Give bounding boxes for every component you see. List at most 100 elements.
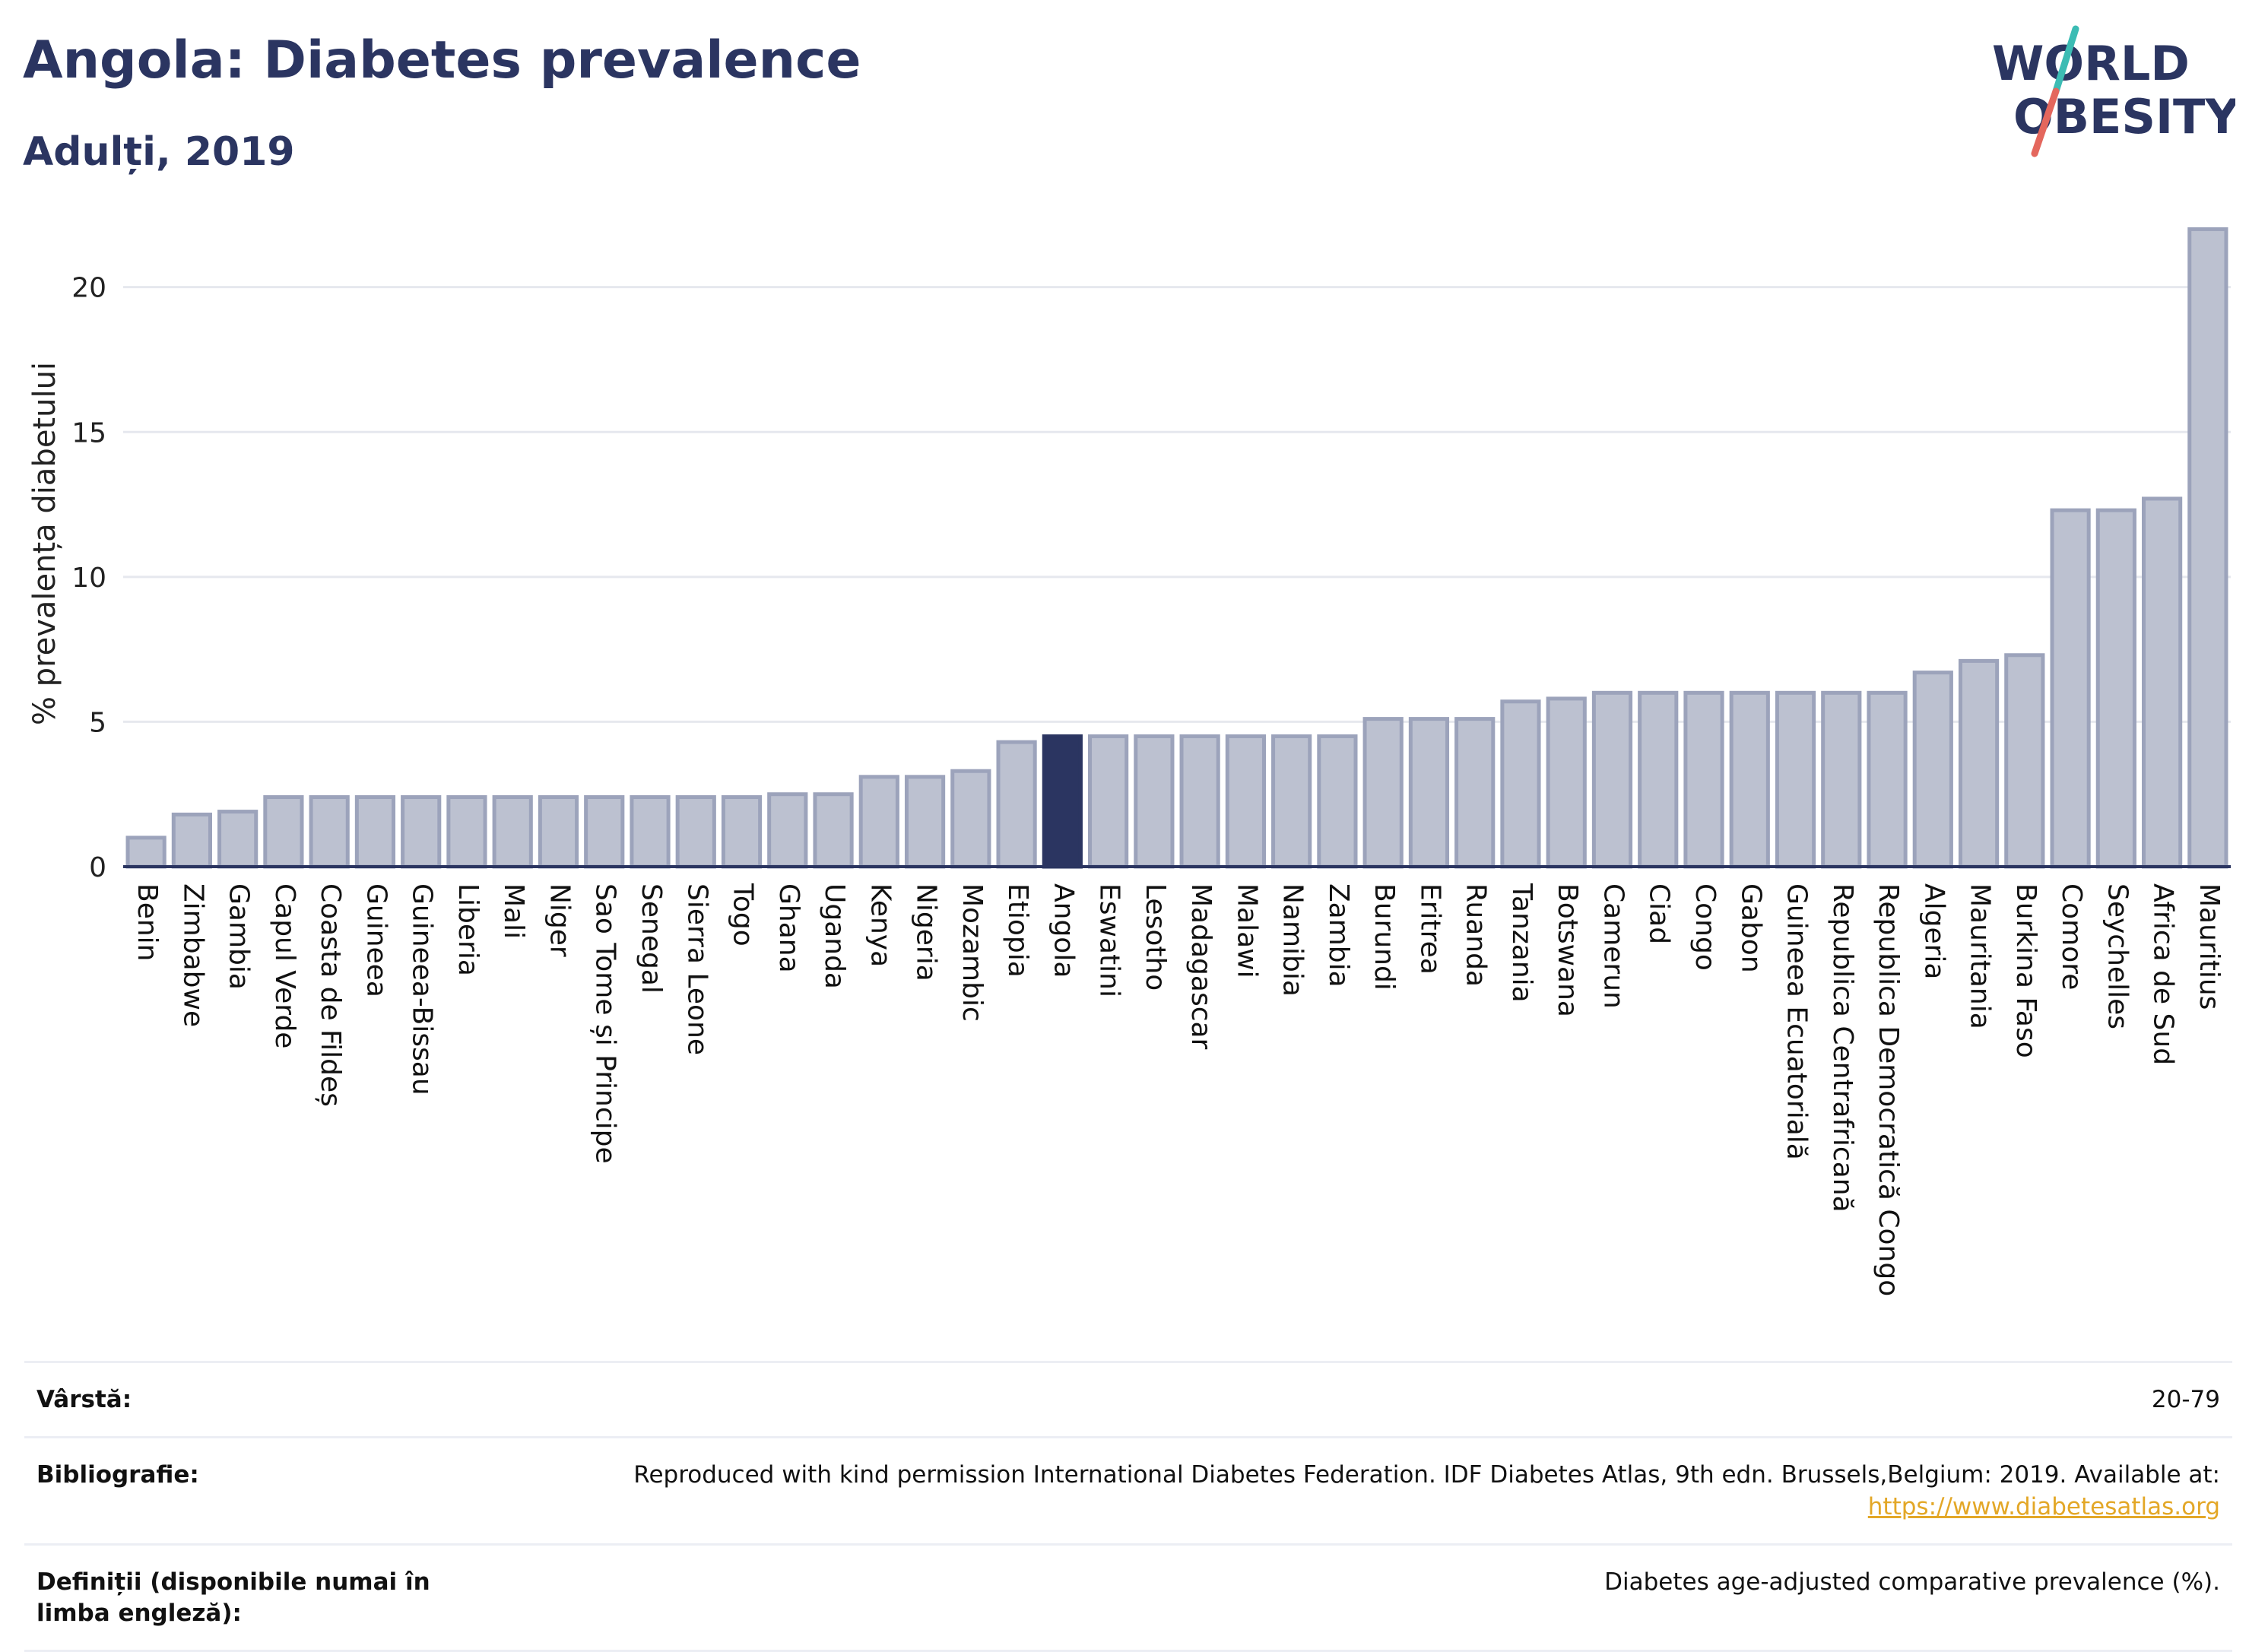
x-tick-label: Eritrea — [1414, 883, 1445, 975]
page-title: Angola: Diabetes prevalence — [23, 30, 861, 90]
bar — [217, 810, 259, 869]
info-row: Vârstă: 20-79 — [24, 1361, 2232, 1436]
bar — [1867, 690, 1908, 869]
info-label: Vârstă: — [36, 1386, 132, 1413]
bar — [1271, 734, 1312, 869]
x-tick-label: Namibia — [1277, 883, 1308, 997]
x-tick-label: Republica Democratică Congo — [1873, 883, 1904, 1296]
bar — [584, 795, 625, 869]
bar — [1454, 717, 1496, 869]
bar — [2050, 508, 2091, 869]
x-tick-label: Republica Centrafricană — [1827, 883, 1858, 1213]
logo-slash-bottom — [2031, 87, 2060, 157]
bar — [125, 836, 167, 869]
bar — [996, 740, 1037, 869]
bar — [1958, 658, 2000, 869]
x-tick-label: Madagascar — [1185, 883, 1216, 1050]
bar — [171, 812, 212, 869]
page-subtitle: Adulți, 2019 — [23, 129, 295, 175]
bibliography-link[interactable]: https://www.diabetesatlas.org — [1867, 1492, 2220, 1520]
x-tick-label: Botswana — [1552, 883, 1583, 1017]
bar — [1317, 734, 1358, 869]
bar — [2004, 653, 2045, 869]
x-tick-label: Algeria — [1918, 883, 1949, 980]
x-tick-label: Benin — [132, 883, 163, 961]
x-tick-label: Mali — [498, 883, 529, 939]
bar — [1546, 696, 1587, 869]
y-axis-label: % prevalența diabetului — [27, 362, 62, 725]
bar — [1179, 734, 1220, 869]
y-tick-label: 20 — [71, 273, 106, 304]
x-tick-label: Tanzania — [1506, 883, 1537, 1003]
y-tick-label: 0 — [89, 852, 106, 883]
x-tick-label: Zimbabwe — [177, 883, 208, 1027]
bar — [401, 795, 442, 869]
x-tick-label: Congo — [1689, 883, 1721, 971]
y-tick-label: 10 — [71, 563, 106, 594]
info-value-text: Diabetes age-adjusted comparative preval… — [1604, 1568, 2220, 1596]
x-tick-label: Sao Tome și Principe — [590, 883, 621, 1164]
x-tick-label: Ghana — [773, 883, 804, 973]
x-tick-label: Ruanda — [1461, 883, 1492, 987]
bar — [446, 795, 487, 869]
info-row: Definiții (disponibile numai în limba en… — [24, 1543, 2232, 1652]
x-tick-label: Ciad — [1644, 883, 1675, 944]
x-tick-label: Mauritania — [1965, 883, 1996, 1029]
bar — [1729, 690, 1770, 869]
x-tick-label: Mauritius — [2193, 883, 2225, 1010]
info-table: Vârstă: 20-79 Bibliografie: Reproduced with… — [24, 1361, 2232, 1652]
bar-highlight — [1042, 734, 1083, 869]
y-tick-label: 5 — [89, 707, 106, 738]
info-row: Bibliografie: Reproduced with kind permis… — [24, 1435, 2232, 1543]
info-label: Definiții (disponibile numai în limba en… — [36, 1568, 430, 1628]
bar — [263, 795, 304, 869]
logo-slash-top — [2052, 25, 2079, 95]
bar — [675, 795, 716, 869]
info-value-text: 20-79 — [2151, 1386, 2220, 1413]
world-obesity-logo: WORLD OBESITY — [1992, 25, 2235, 157]
bar — [1134, 734, 1175, 869]
info-label: Bibliografie: — [36, 1460, 199, 1489]
bar — [1362, 717, 1404, 869]
bar — [767, 792, 808, 869]
x-tick-label: Liberia — [452, 883, 484, 976]
logo-text-world: WORLD — [1992, 36, 2190, 91]
x-tick-label: Zambia — [1323, 883, 1354, 988]
bar — [1500, 699, 1541, 869]
bar — [721, 795, 763, 869]
bar — [354, 795, 396, 869]
x-tick-label: Seychelles — [2101, 883, 2133, 1029]
bar — [630, 795, 671, 869]
bar — [2187, 227, 2228, 869]
info-value: 20-79 — [508, 1384, 2220, 1416]
bar — [1683, 690, 1724, 869]
x-tick-label: Burkina Faso — [2010, 883, 2041, 1058]
x-tick-label: Niger — [544, 883, 575, 957]
x-tick-label: Lesotho — [1140, 883, 1171, 991]
bar — [1591, 690, 1633, 869]
x-tick-label: Gabon — [1735, 883, 1766, 973]
bar — [1638, 690, 1679, 869]
bar — [1912, 671, 1953, 869]
bar-chart: 0 5 10 15 20 % prevalența diabetului Benin Zimb… — [27, 227, 2231, 1296]
bar — [309, 795, 350, 869]
x-tick-label: Guineea Ecuatorială — [1781, 883, 1813, 1160]
bar — [1775, 690, 1816, 869]
bar — [950, 769, 991, 869]
x-tick-label: Burundi — [1369, 883, 1400, 991]
x-tick-label: Etiopia — [1002, 883, 1033, 978]
bar — [1408, 717, 1450, 869]
info-value: Reproduced with kind permission Internat… — [508, 1460, 2220, 1524]
x-tick-label: Camerun — [1597, 883, 1629, 1009]
bar — [858, 775, 899, 869]
bar — [2142, 496, 2183, 869]
bar — [1225, 734, 1266, 869]
x-tick-label: Malawi — [1231, 883, 1262, 978]
x-tick-label: Eswatini — [1094, 883, 1125, 997]
x-tick-label: Senegal — [636, 883, 667, 994]
x-tick-label: Gambia — [224, 883, 255, 990]
x-tick-label: Coasta de Fildeș — [315, 883, 346, 1107]
y-tick-label: 15 — [71, 417, 106, 449]
bar — [904, 775, 946, 869]
x-tick-label: Sierra Leone — [681, 883, 712, 1055]
